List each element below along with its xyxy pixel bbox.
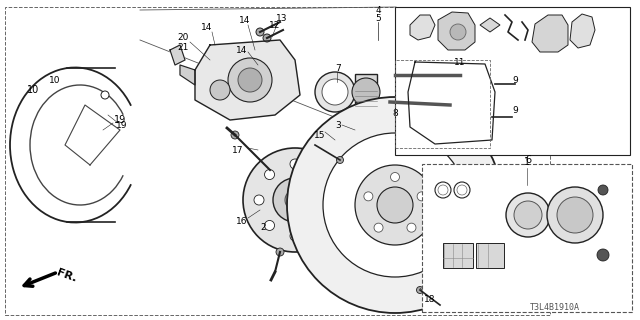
Circle shape — [438, 185, 448, 195]
Text: 2: 2 — [260, 223, 266, 233]
Circle shape — [500, 112, 510, 122]
Circle shape — [264, 170, 275, 180]
Circle shape — [410, 95, 420, 105]
Polygon shape — [438, 12, 475, 50]
Text: 17: 17 — [232, 146, 244, 155]
Polygon shape — [170, 45, 185, 65]
Circle shape — [417, 286, 424, 293]
Polygon shape — [480, 18, 500, 32]
Text: 7: 7 — [335, 63, 341, 73]
Circle shape — [390, 172, 399, 181]
Circle shape — [514, 201, 542, 229]
Text: 6: 6 — [525, 155, 531, 165]
Circle shape — [464, 76, 476, 88]
Circle shape — [435, 182, 451, 198]
Circle shape — [315, 72, 355, 112]
Text: 10: 10 — [27, 85, 39, 95]
Polygon shape — [532, 15, 568, 52]
Polygon shape — [408, 62, 495, 144]
Text: FR.: FR. — [55, 268, 77, 284]
Circle shape — [264, 220, 275, 230]
Text: 10: 10 — [49, 76, 61, 84]
Circle shape — [263, 34, 271, 42]
Circle shape — [256, 28, 264, 36]
Circle shape — [445, 100, 455, 110]
Circle shape — [316, 170, 326, 180]
Circle shape — [355, 165, 435, 245]
Bar — [395, 7, 630, 155]
Text: 19: 19 — [116, 121, 128, 130]
Circle shape — [316, 220, 326, 230]
Circle shape — [285, 190, 305, 210]
Circle shape — [238, 68, 262, 92]
Circle shape — [410, 75, 420, 85]
Circle shape — [464, 116, 476, 128]
Polygon shape — [570, 14, 595, 48]
Circle shape — [417, 192, 426, 201]
Circle shape — [503, 79, 513, 89]
Text: 5: 5 — [375, 13, 381, 22]
Circle shape — [455, 70, 465, 80]
Polygon shape — [180, 65, 195, 85]
Circle shape — [364, 192, 373, 201]
Circle shape — [287, 97, 503, 313]
Text: 8: 8 — [392, 108, 398, 117]
Circle shape — [454, 182, 470, 198]
Circle shape — [391, 98, 399, 106]
Text: 11: 11 — [454, 58, 466, 67]
Text: 19: 19 — [114, 115, 126, 125]
Circle shape — [374, 223, 383, 232]
Circle shape — [276, 248, 284, 256]
Circle shape — [101, 91, 109, 99]
Bar — [443, 243, 473, 268]
Bar — [395, 60, 490, 148]
Circle shape — [457, 185, 467, 195]
Circle shape — [547, 187, 603, 243]
Text: 14: 14 — [202, 22, 212, 31]
Bar — [5, 7, 550, 315]
Circle shape — [322, 79, 348, 105]
Circle shape — [228, 58, 272, 102]
Text: T3L4B1910A: T3L4B1910A — [530, 303, 580, 312]
Circle shape — [450, 24, 466, 40]
Polygon shape — [195, 40, 300, 120]
Circle shape — [598, 185, 608, 195]
Circle shape — [273, 178, 317, 222]
Circle shape — [557, 197, 593, 233]
Text: 18: 18 — [424, 295, 436, 305]
Text: 15: 15 — [314, 131, 326, 140]
Bar — [422, 164, 632, 312]
Circle shape — [254, 195, 264, 205]
Polygon shape — [410, 15, 435, 40]
Circle shape — [425, 82, 435, 92]
Text: 14: 14 — [236, 45, 248, 54]
Text: 13: 13 — [276, 13, 288, 22]
Text: 1: 1 — [524, 157, 530, 167]
Bar — [355, 74, 377, 110]
Text: 9: 9 — [512, 76, 518, 84]
Circle shape — [597, 249, 609, 261]
Text: 4: 4 — [375, 5, 381, 14]
Circle shape — [210, 80, 230, 100]
Text: 3: 3 — [335, 121, 341, 130]
Circle shape — [326, 195, 336, 205]
Circle shape — [290, 159, 300, 169]
Text: 12: 12 — [269, 20, 281, 29]
Circle shape — [323, 133, 467, 277]
Text: 20: 20 — [177, 33, 189, 42]
Circle shape — [506, 193, 550, 237]
Circle shape — [231, 131, 239, 139]
Circle shape — [243, 148, 347, 252]
Circle shape — [377, 187, 413, 223]
Circle shape — [290, 231, 300, 241]
Text: 21: 21 — [177, 43, 189, 52]
Circle shape — [407, 223, 416, 232]
Text: 16: 16 — [236, 218, 248, 227]
Text: 14: 14 — [239, 15, 251, 25]
Text: 9: 9 — [512, 106, 518, 115]
Circle shape — [352, 78, 380, 106]
Circle shape — [337, 156, 344, 164]
Bar — [476, 243, 504, 268]
Circle shape — [396, 71, 404, 79]
